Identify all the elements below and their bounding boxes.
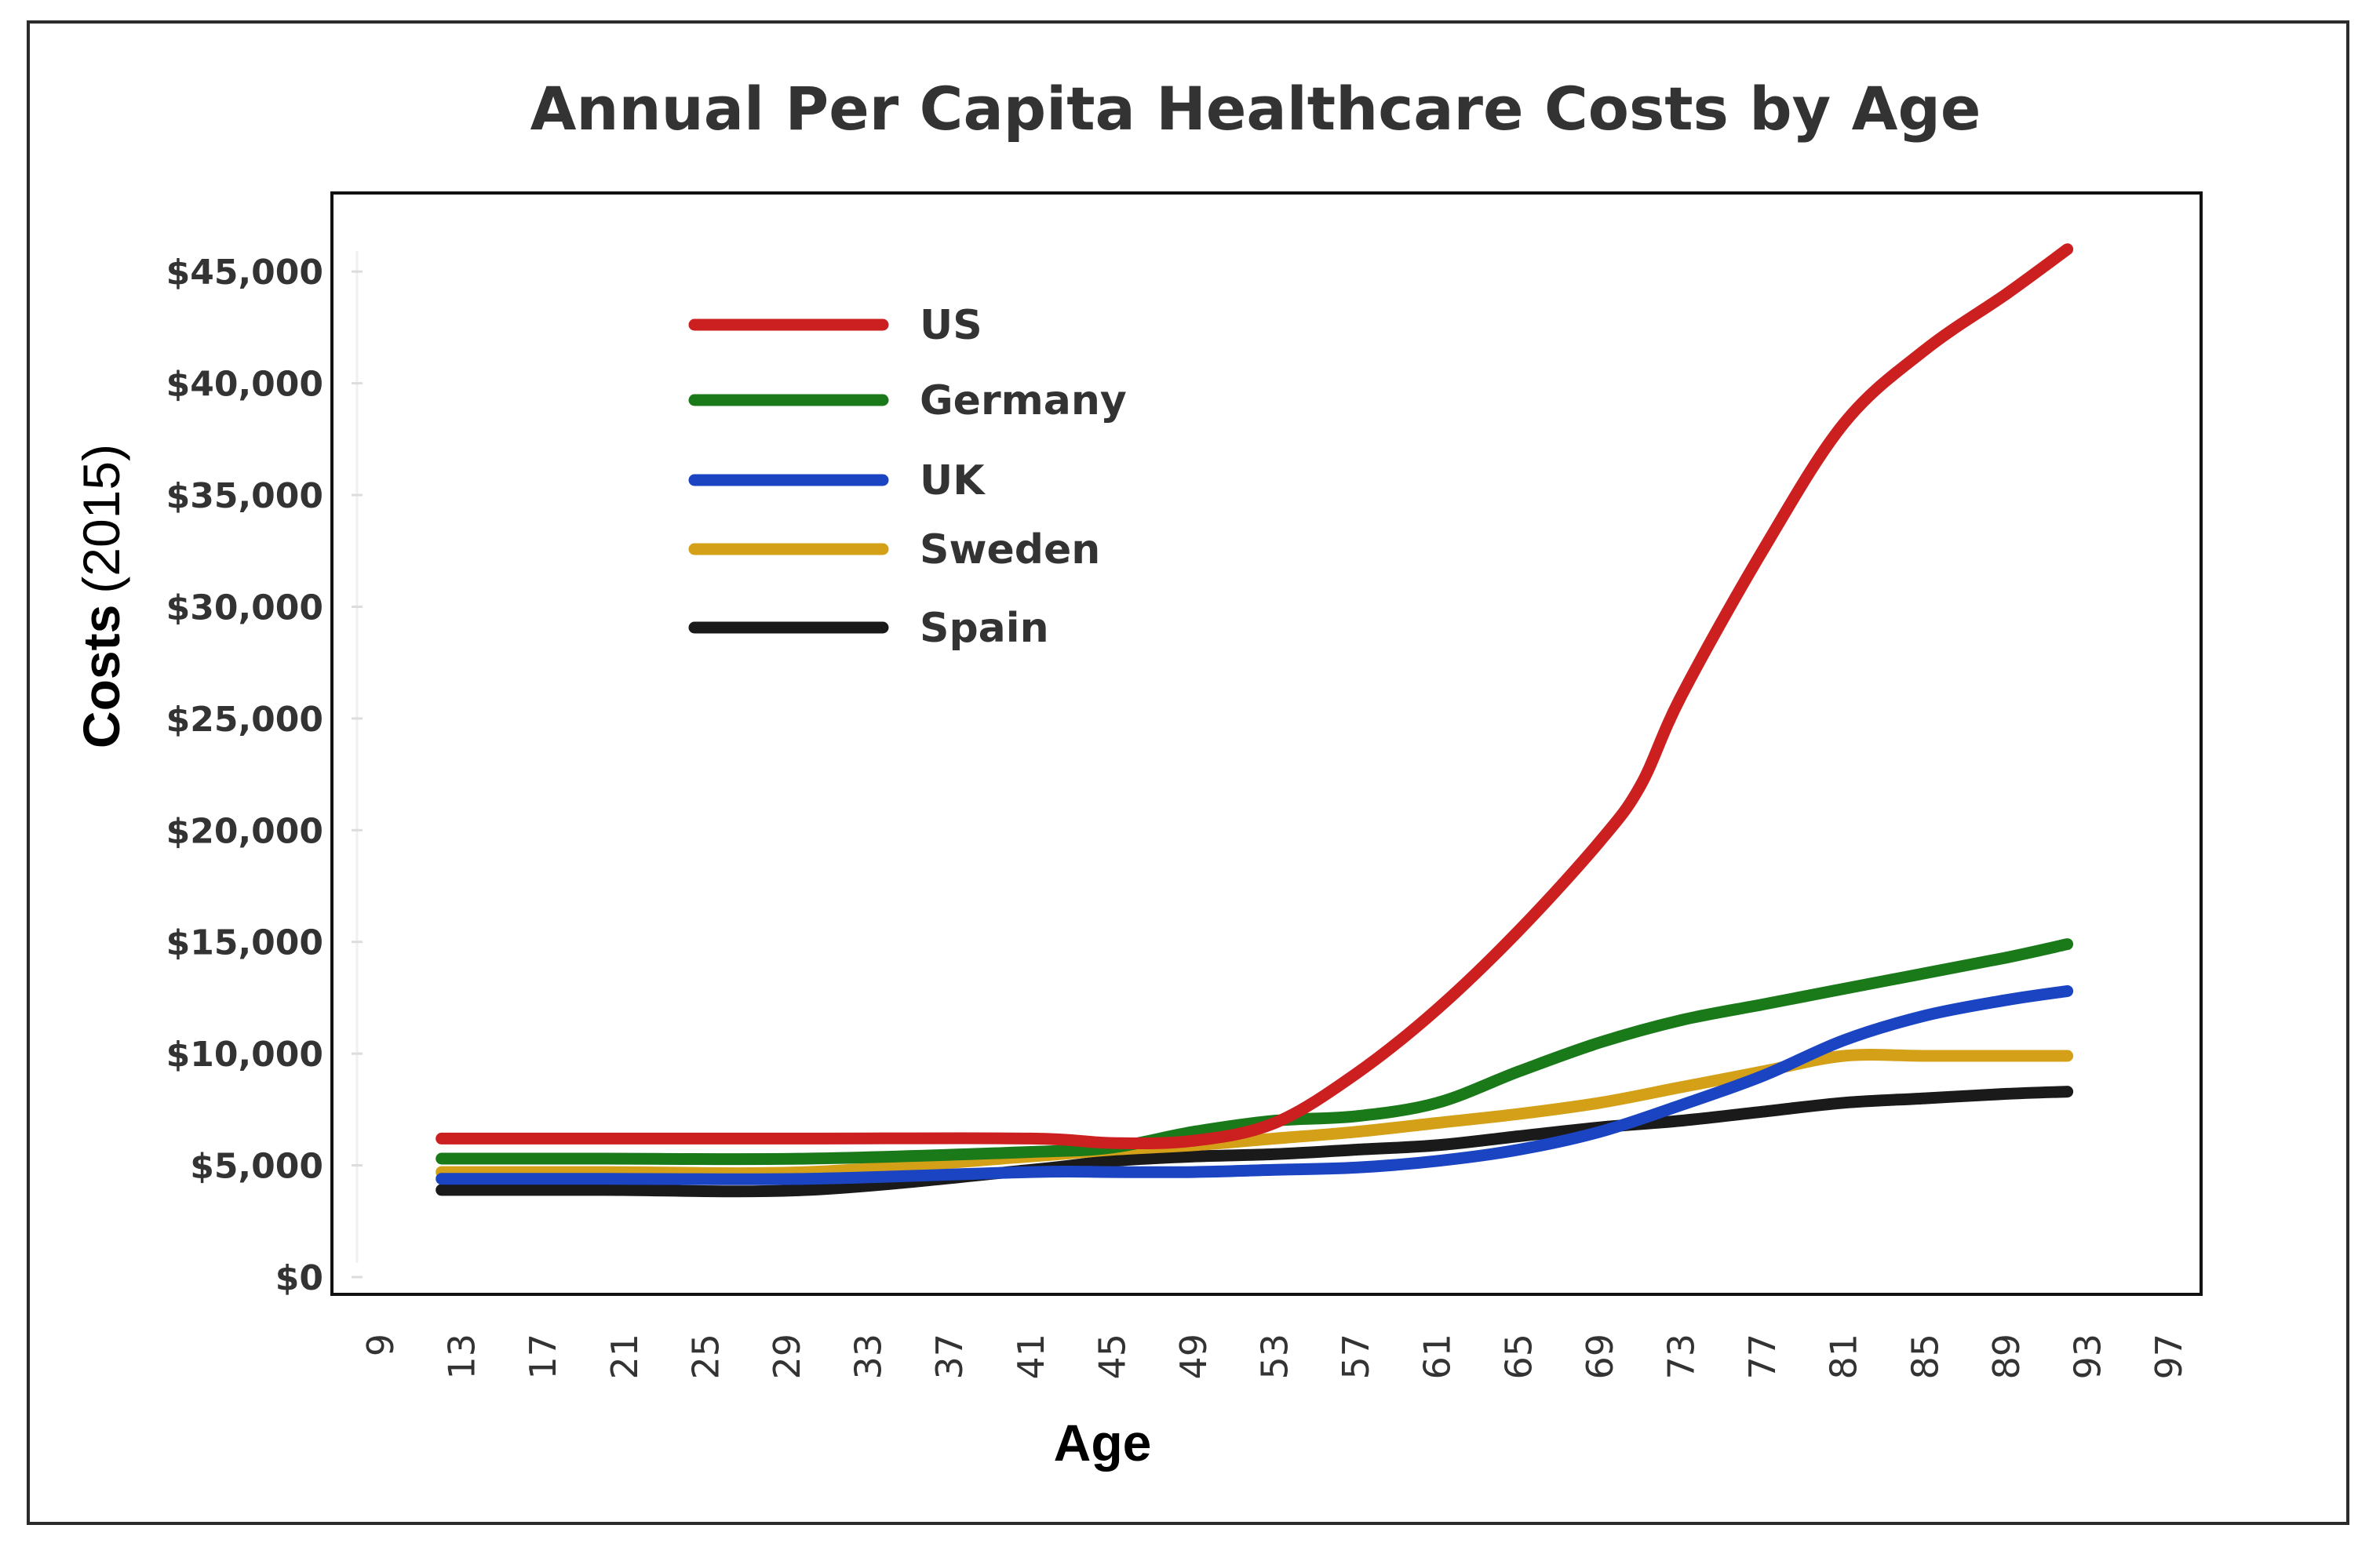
- y-axis-label-bold: Costs: [72, 605, 130, 748]
- x-axis-label: Age: [1054, 1414, 1152, 1472]
- y-tick-label: $0: [275, 1258, 323, 1298]
- series-line-spain: [436, 1086, 2074, 1198]
- legend-label-uk: UK: [920, 457, 986, 504]
- y-axis-label-normal: (2015): [72, 444, 130, 594]
- y-tick-label: $5,000: [190, 1147, 323, 1187]
- y-tick-label: $35,000: [166, 476, 323, 516]
- x-tick-label: 41: [1010, 1334, 1052, 1380]
- x-tick-label: 17: [522, 1334, 564, 1380]
- x-tick-label: 69: [1579, 1334, 1621, 1380]
- chart-title: Annual Per Capita Healthcare Costs by Ag…: [530, 74, 1981, 144]
- series-line-uk: [436, 984, 2074, 1185]
- legend: US Germany UK Sweden Spain: [688, 302, 1127, 652]
- y-tick-label: $45,000: [166, 253, 323, 293]
- x-tick-label: 77: [1741, 1334, 1784, 1380]
- legend-label-germany: Germany: [920, 377, 1127, 424]
- x-tick-label: 45: [1091, 1334, 1133, 1380]
- y-tick-label: $10,000: [166, 1035, 323, 1075]
- x-tick-label: 81: [1823, 1334, 1865, 1380]
- x-tick-label: 61: [1416, 1334, 1459, 1380]
- x-tick-label: 21: [603, 1334, 646, 1380]
- y-tick-label: $40,000: [166, 365, 323, 405]
- y-axis-ticks: $0 $5,000 $10,000 $15,000 $20,000 $25,000 $30,…: [166, 253, 363, 1298]
- y-tick-label: $15,000: [166, 923, 323, 963]
- y-axis-label: Costs (2015): [72, 444, 130, 748]
- y-tick-label: $25,000: [166, 700, 323, 740]
- legend-label-us: US: [920, 302, 982, 349]
- x-tick-label: 29: [766, 1334, 808, 1380]
- x-tick-label: 25: [684, 1334, 727, 1380]
- series-line-sweden: [436, 1049, 2074, 1180]
- x-tick-label: 93: [2067, 1334, 2109, 1380]
- x-tick-label: 57: [1335, 1334, 1377, 1380]
- series-line-germany: [436, 938, 2074, 1166]
- x-tick-label: 89: [1985, 1334, 2028, 1380]
- x-tick-label: 97: [2148, 1334, 2190, 1380]
- x-tick-label: 37: [928, 1334, 971, 1380]
- x-tick-label: 33: [847, 1334, 890, 1380]
- x-tick-label: 9: [359, 1334, 402, 1356]
- series-line-us: [436, 243, 2074, 1150]
- x-tick-label: 53: [1254, 1334, 1296, 1380]
- y-tick-label: $30,000: [166, 588, 323, 628]
- series-lines: [436, 243, 2074, 1198]
- legend-label-spain: Spain: [920, 605, 1049, 652]
- x-tick-label: 13: [441, 1334, 483, 1380]
- x-axis-ticks: 9 13 17 21 25 29 33 37 41 45 49 53 57 61 65 69 73 77 81 85 8…: [359, 1334, 2190, 1380]
- x-tick-label: 49: [1172, 1334, 1215, 1380]
- y-tick-label: $20,000: [166, 811, 323, 851]
- x-tick-label: 65: [1497, 1334, 1540, 1380]
- x-tick-label: 85: [1904, 1334, 1946, 1380]
- x-tick-label: 73: [1660, 1334, 1703, 1380]
- legend-label-sweden: Sweden: [920, 526, 1100, 573]
